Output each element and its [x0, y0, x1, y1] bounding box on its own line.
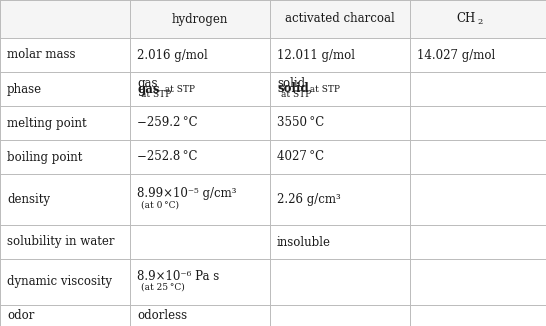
Text: 2.016 g/mol: 2.016 g/mol: [137, 49, 207, 62]
Text: solubility in water: solubility in water: [7, 235, 115, 248]
Text: odorless: odorless: [137, 309, 187, 322]
Bar: [270, 225, 410, 259]
Text: 2: 2: [477, 19, 482, 26]
Text: 8.9×10⁻⁶ Pa s: 8.9×10⁻⁶ Pa s: [137, 270, 219, 283]
Bar: [410, 106, 546, 140]
Bar: [410, 72, 546, 106]
Text: 12.011 g/mol: 12.011 g/mol: [277, 49, 355, 62]
Text: at STP: at STP: [141, 90, 171, 99]
Text: gas: gas: [137, 77, 157, 90]
Bar: [410, 38, 546, 72]
Text: at STP: at STP: [304, 84, 340, 94]
Bar: [0, 259, 130, 305]
Text: 3550 °C: 3550 °C: [277, 116, 324, 129]
Bar: [130, 0, 270, 38]
Bar: [0, 38, 130, 72]
Text: at STP: at STP: [159, 84, 195, 94]
Bar: [270, 38, 410, 72]
Bar: [410, 174, 546, 225]
Text: gas: gas: [137, 82, 159, 96]
Text: 4027 °C: 4027 °C: [277, 151, 324, 164]
Text: phase: phase: [7, 82, 42, 96]
Text: melting point: melting point: [7, 116, 87, 129]
Bar: [270, 140, 410, 174]
Text: hydrogen: hydrogen: [172, 12, 228, 25]
Bar: [0, 140, 130, 174]
Bar: [270, 259, 410, 305]
Bar: [0, 0, 130, 38]
Text: density: density: [7, 193, 50, 206]
Bar: [410, 140, 546, 174]
Text: insoluble: insoluble: [277, 235, 331, 248]
Text: −259.2 °C: −259.2 °C: [137, 116, 198, 129]
Text: 8.99×10⁻⁵ g/cm³: 8.99×10⁻⁵ g/cm³: [137, 187, 236, 200]
Bar: [130, 259, 270, 305]
Text: activated charcoal: activated charcoal: [285, 12, 395, 25]
Bar: [410, 225, 546, 259]
Text: solid: solid: [277, 77, 305, 90]
Text: dynamic viscosity: dynamic viscosity: [7, 275, 112, 289]
Bar: [270, 0, 410, 38]
Bar: [270, 174, 410, 225]
Text: solid: solid: [277, 82, 308, 96]
Text: odor: odor: [7, 309, 34, 322]
Text: boiling point: boiling point: [7, 151, 82, 164]
Text: 14.027 g/mol: 14.027 g/mol: [417, 49, 495, 62]
Bar: [270, 106, 410, 140]
Bar: [130, 72, 270, 106]
Text: −252.8 °C: −252.8 °C: [137, 151, 198, 164]
Bar: [130, 106, 270, 140]
Bar: [410, 0, 546, 38]
Bar: [130, 140, 270, 174]
Text: at STP: at STP: [281, 90, 311, 99]
Bar: [0, 174, 130, 225]
Text: CH: CH: [457, 12, 476, 25]
Bar: [130, 38, 270, 72]
Bar: [410, 305, 546, 326]
Text: (at 25 °C): (at 25 °C): [141, 283, 185, 292]
Bar: [0, 72, 130, 106]
Bar: [0, 305, 130, 326]
Bar: [0, 225, 130, 259]
Text: (at 0 °C): (at 0 °C): [141, 200, 179, 210]
Text: molar mass: molar mass: [7, 49, 75, 62]
Bar: [130, 305, 270, 326]
Bar: [410, 259, 546, 305]
Bar: [130, 174, 270, 225]
Bar: [270, 72, 410, 106]
Text: 2.26 g/cm³: 2.26 g/cm³: [277, 193, 341, 206]
Bar: [130, 225, 270, 259]
Bar: [0, 106, 130, 140]
Bar: [270, 305, 410, 326]
